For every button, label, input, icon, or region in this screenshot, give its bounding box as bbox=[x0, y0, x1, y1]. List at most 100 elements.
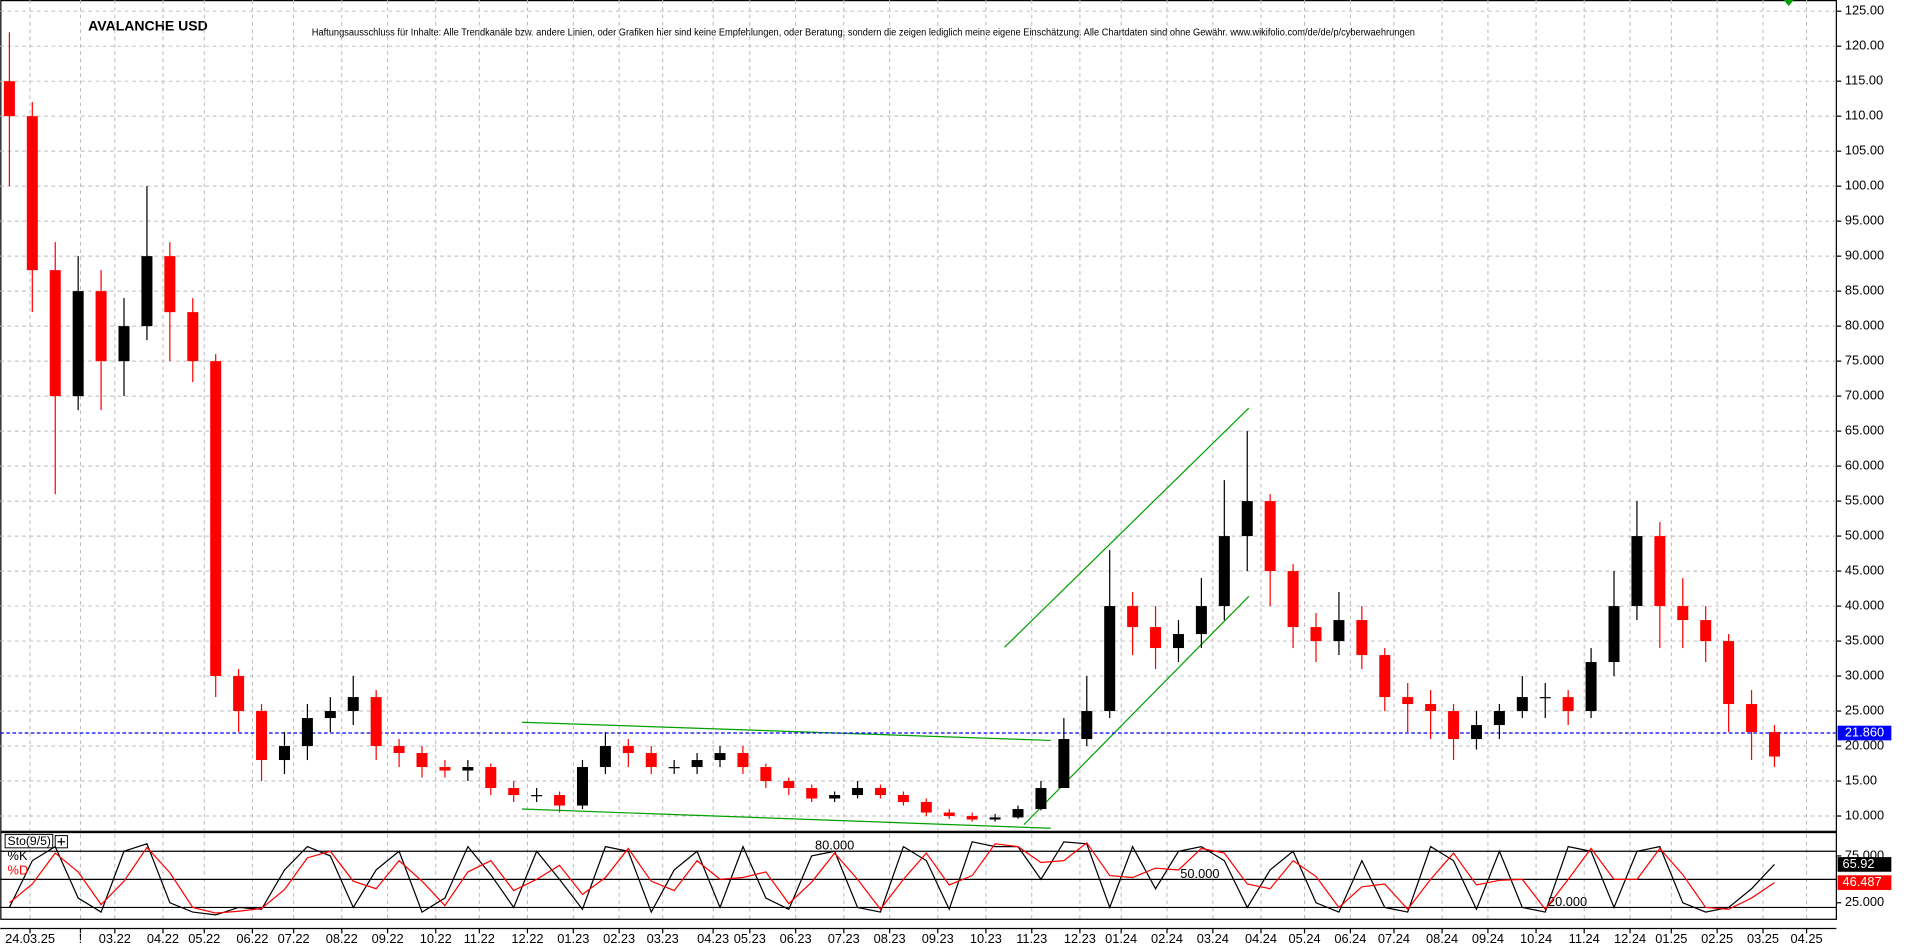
y-tick-label: 50.000 bbox=[1845, 527, 1884, 542]
candle-body bbox=[370, 697, 382, 747]
price-panel-frame bbox=[0, 0, 1837, 832]
candle-body bbox=[714, 753, 726, 761]
candle-body bbox=[164, 256, 176, 313]
candle-body bbox=[622, 746, 634, 754]
y-tick-label: 35.000 bbox=[1845, 632, 1884, 647]
candle-body bbox=[1035, 788, 1047, 810]
candle-body bbox=[1723, 641, 1735, 705]
y-tick-label: 55.000 bbox=[1845, 492, 1884, 507]
x-tick-label: 12.22 bbox=[511, 931, 543, 946]
level-label: 80.000 bbox=[815, 838, 854, 853]
candle-body bbox=[1150, 627, 1162, 649]
last-value-box bbox=[1837, 875, 1892, 890]
candle-body bbox=[462, 767, 474, 771]
candle-body bbox=[1539, 697, 1551, 699]
candle-body bbox=[278, 746, 290, 761]
candle-body bbox=[806, 788, 818, 799]
candle-body bbox=[691, 760, 703, 768]
y-tick-label: 15.00 bbox=[1845, 772, 1877, 787]
candle-body bbox=[1241, 501, 1253, 537]
candle-body bbox=[1516, 697, 1528, 712]
x-tick-label: 03.22 bbox=[99, 931, 131, 946]
x-tick-label: 10.23 bbox=[970, 931, 1002, 946]
candle-body bbox=[256, 711, 268, 761]
candle-body bbox=[1493, 711, 1505, 726]
last-price-label: 21.860 bbox=[1845, 724, 1884, 739]
trendline bbox=[521, 808, 1051, 829]
x-tick-label: 10.24 bbox=[1520, 931, 1552, 946]
y-tick-label: 90.000 bbox=[1845, 248, 1884, 263]
y-tick-label: 20.000 bbox=[1845, 737, 1884, 752]
x-tick-label: 02.25 bbox=[1701, 931, 1733, 946]
x-tick-label: 09.22 bbox=[372, 931, 404, 946]
candle-body bbox=[1356, 620, 1368, 656]
candle-body bbox=[416, 753, 428, 768]
last-price-box bbox=[1837, 725, 1892, 741]
candle-body bbox=[1425, 704, 1437, 712]
candle-body bbox=[760, 767, 772, 782]
x-tick-label: 10.22 bbox=[420, 931, 452, 946]
candle-body bbox=[508, 788, 520, 796]
candle-body bbox=[1631, 536, 1643, 607]
indicator-title: Sto(9/5) bbox=[8, 834, 51, 848]
y-tick-label: 85.000 bbox=[1845, 283, 1884, 298]
candle-body bbox=[233, 676, 245, 712]
candle-body bbox=[1081, 711, 1093, 740]
candle-body bbox=[737, 753, 749, 768]
candle-body bbox=[1379, 655, 1391, 698]
x-tick-label: 08.24 bbox=[1426, 931, 1458, 946]
legend-entry: %K bbox=[8, 848, 28, 863]
x-tick-label: 12.23 bbox=[1064, 931, 1096, 946]
x-tick-label: 09.23 bbox=[922, 931, 954, 946]
x-tick-label: 08.22 bbox=[326, 931, 358, 946]
candle-body bbox=[26, 116, 38, 271]
stoch-line bbox=[9, 841, 1775, 914]
y-tick-label: 10.000 bbox=[1845, 807, 1884, 822]
candle-body bbox=[829, 795, 841, 799]
x-tick-label: 03.24 bbox=[1197, 931, 1229, 946]
candle-body bbox=[920, 802, 932, 813]
candle-body bbox=[783, 781, 795, 789]
y-tick-label: 95.000 bbox=[1845, 213, 1884, 228]
candle-body bbox=[324, 711, 336, 719]
last-value-label: 65.92 bbox=[1842, 856, 1874, 871]
stoch-panel-frame bbox=[0, 831, 1837, 920]
x-tick-label: ! bbox=[79, 931, 83, 946]
y-tick-label: 105.00 bbox=[1845, 143, 1884, 158]
last-value-box bbox=[1837, 857, 1892, 872]
candle-body bbox=[49, 270, 61, 397]
candle-body bbox=[1585, 662, 1597, 712]
candle-body bbox=[95, 291, 107, 362]
candle-body bbox=[1448, 711, 1460, 740]
candle-body bbox=[1562, 697, 1574, 712]
legend-entry: %D bbox=[8, 862, 29, 877]
x-tick-label: 05.22 bbox=[188, 931, 220, 946]
x-tick-label: 01.24 bbox=[1105, 931, 1137, 946]
x-tick-label: 05.24 bbox=[1289, 931, 1321, 946]
y-tick-label: 80.000 bbox=[1845, 318, 1884, 333]
expand-icon bbox=[57, 838, 65, 846]
candle-body bbox=[1677, 606, 1689, 621]
x-tick-label: 04.24 bbox=[1245, 931, 1277, 946]
candle-body bbox=[897, 795, 909, 803]
candle-body bbox=[1333, 620, 1345, 642]
indicator-box bbox=[4, 833, 54, 849]
candle-body bbox=[1700, 620, 1712, 642]
candle-body bbox=[989, 817, 1001, 820]
candle-body bbox=[645, 753, 657, 768]
candle-body bbox=[1172, 634, 1184, 649]
candle-body bbox=[301, 718, 313, 747]
level-label: 50.000 bbox=[1180, 866, 1219, 881]
x-tick-label: 06.24 bbox=[1334, 931, 1366, 946]
y-tick-label: 45.000 bbox=[1845, 562, 1884, 577]
candle-body bbox=[852, 788, 864, 796]
y-tick-label: 115.00 bbox=[1845, 73, 1883, 88]
disclaimer: Haftungsausschluss für Inhalte: Alle Tre… bbox=[312, 28, 1415, 39]
x-tick-label: 03.23 bbox=[647, 931, 679, 946]
x-tick-label: 07.22 bbox=[278, 931, 310, 946]
y-tick-label: 100.00 bbox=[1845, 178, 1884, 193]
y-tick-label: 120.00 bbox=[1845, 38, 1884, 53]
candle-body bbox=[1218, 536, 1230, 607]
